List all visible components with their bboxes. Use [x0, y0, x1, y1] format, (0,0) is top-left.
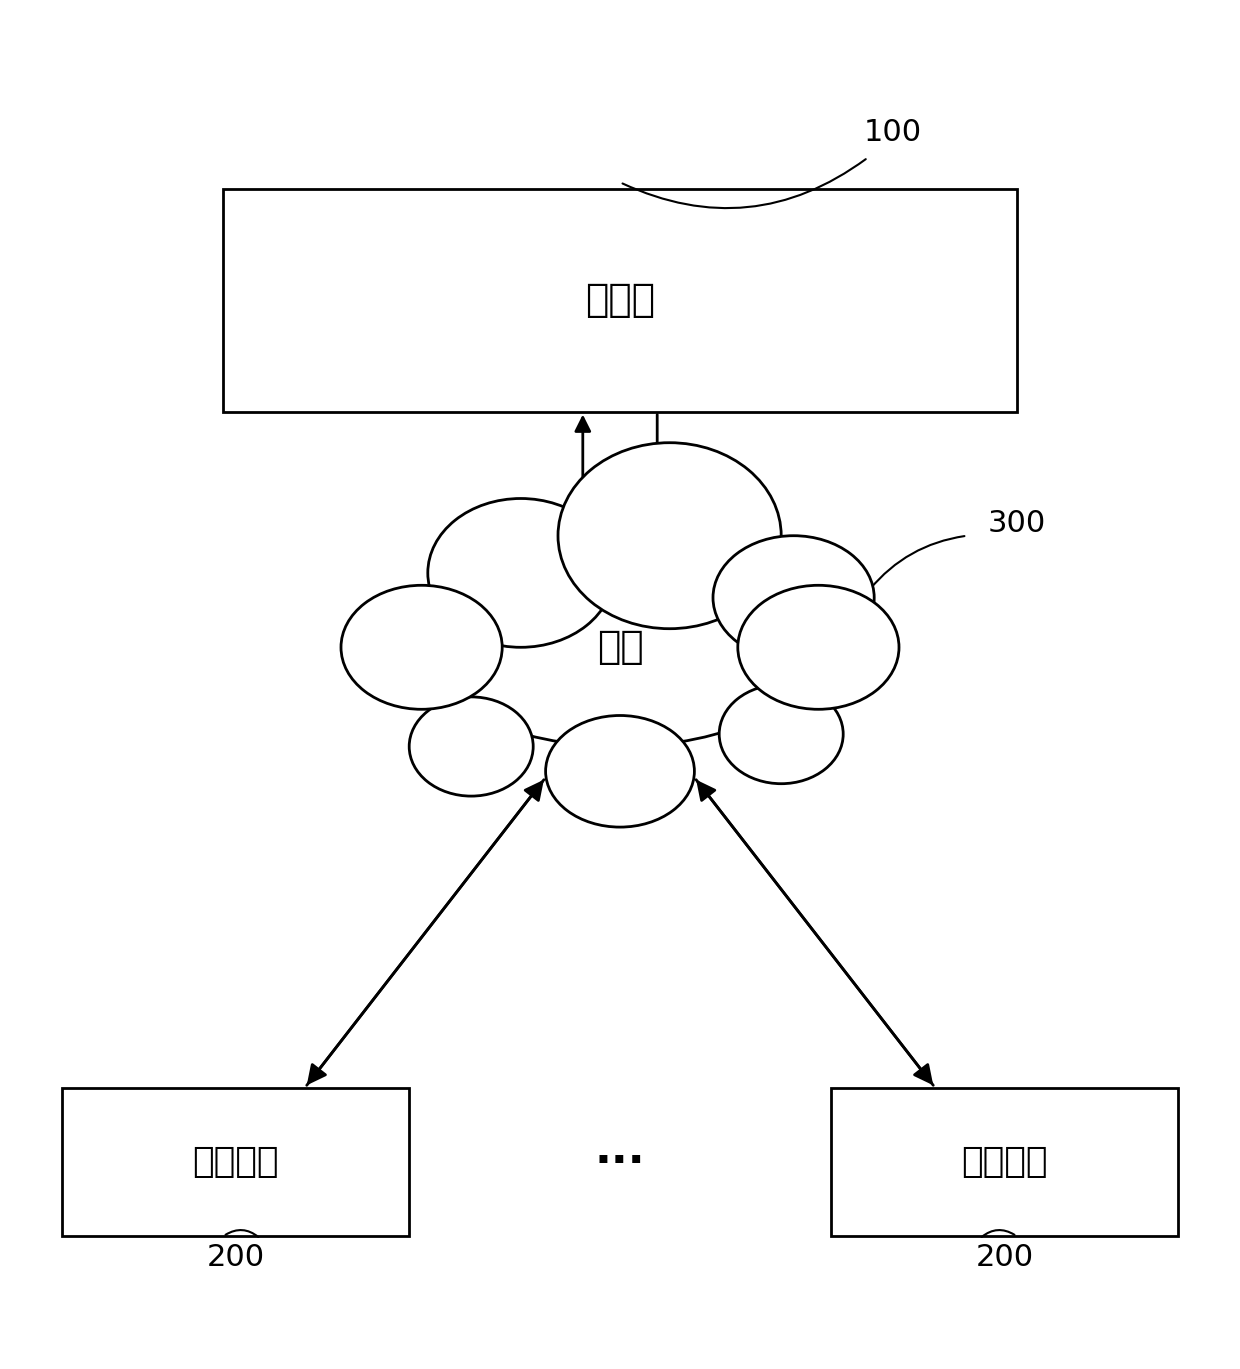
Ellipse shape: [341, 586, 502, 709]
Ellipse shape: [422, 548, 818, 746]
FancyBboxPatch shape: [62, 1087, 409, 1236]
Text: 用户终端: 用户终端: [192, 1144, 279, 1179]
Text: 300: 300: [988, 509, 1045, 538]
Text: 200: 200: [207, 1243, 264, 1272]
Text: 网络: 网络: [596, 628, 644, 667]
Text: ···: ···: [595, 1140, 645, 1183]
Text: 服务器: 服务器: [585, 281, 655, 319]
Ellipse shape: [428, 498, 614, 648]
FancyBboxPatch shape: [831, 1087, 1178, 1236]
Text: 100: 100: [864, 118, 921, 148]
FancyBboxPatch shape: [223, 189, 1017, 412]
Ellipse shape: [409, 697, 533, 797]
Ellipse shape: [713, 535, 874, 660]
Text: 200: 200: [976, 1243, 1033, 1272]
Ellipse shape: [546, 716, 694, 827]
Ellipse shape: [738, 586, 899, 709]
Ellipse shape: [558, 442, 781, 628]
Ellipse shape: [719, 684, 843, 783]
Text: 用户终端: 用户终端: [961, 1144, 1048, 1179]
